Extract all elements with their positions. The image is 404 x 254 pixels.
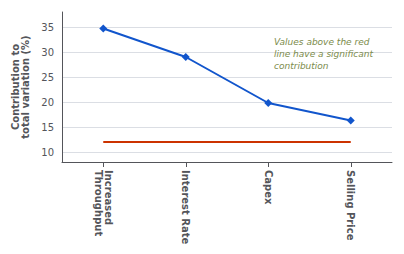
svg-text:Interest Rate: Interest Rate [180,170,191,245]
svg-text:20: 20 [41,97,54,108]
svg-text:25: 25 [41,72,54,83]
svg-text:15: 15 [41,122,54,133]
svg-text:Throughput: Throughput [93,170,104,236]
svg-text:Values above the red: Values above the red [274,37,370,47]
svg-text:total variation (%): total variation (%) [20,35,31,138]
svg-text:30: 30 [41,47,54,58]
svg-text:Contribution to: Contribution to [9,44,21,130]
svg-text:line have a significant: line have a significant [274,49,374,59]
svg-text:Increased: Increased [102,170,114,226]
svg-text:contribution: contribution [274,61,329,71]
svg-text:Selling Price: Selling Price [345,170,356,241]
svg-text:Capex: Capex [263,170,274,205]
svg-text:10: 10 [41,147,54,158]
svg-text:35: 35 [41,22,54,33]
